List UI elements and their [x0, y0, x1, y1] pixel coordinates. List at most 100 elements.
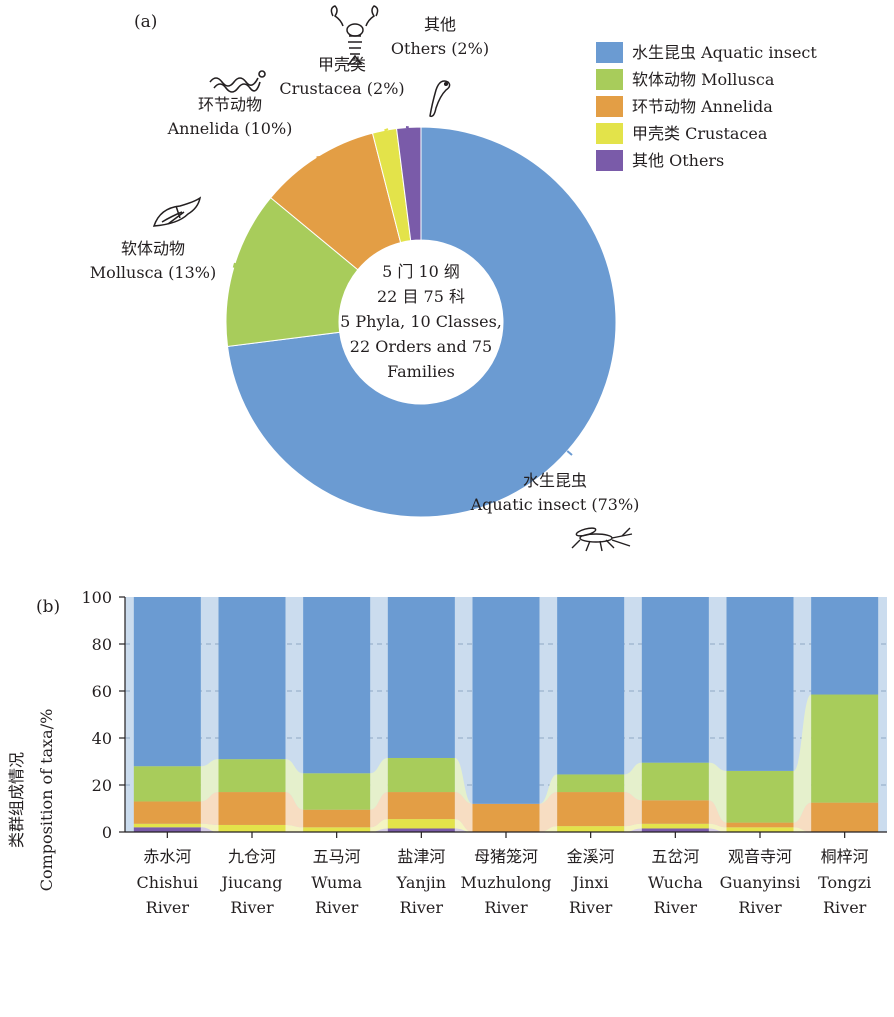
donut-slice-others	[396, 126, 422, 242]
x-tick-label-en: Wucha	[648, 873, 703, 892]
y-tick-label: 0	[102, 823, 112, 842]
center-text-line: 22 目 75 科	[377, 287, 465, 306]
legend-label: 甲壳类 Crustacea	[632, 124, 768, 143]
x-tick-label-en: River	[230, 898, 274, 917]
connector-band	[454, 757, 473, 804]
callout-label-zh: 水生昆虫	[523, 471, 587, 490]
x-tick-label-zh: 母猪笼河	[474, 847, 538, 866]
donut-slice-mollusca	[225, 196, 359, 347]
bar-segment-wuma	[303, 597, 371, 774]
x-tick-label-zh: 桐梓河	[821, 847, 869, 866]
center-text-line: Families	[387, 362, 455, 381]
x-tick-label-en: River	[823, 898, 867, 917]
y-tick-label: 100	[81, 588, 112, 607]
bar-segment-yanjin	[387, 792, 455, 820]
callout-label-en: Crustacea (2%)	[279, 79, 404, 98]
callout-line-aquatic-insect	[566, 450, 573, 456]
x-tick-label-en: Jinxi	[571, 873, 609, 892]
x-tick-label-en: Tongzi	[818, 873, 871, 892]
bar-segment-yanjin	[387, 597, 455, 758]
callout-label-zh: 环节动物	[198, 95, 262, 114]
bar-segment-wucha	[641, 762, 709, 801]
connector-band	[539, 774, 558, 804]
callout-label-zh: 软体动物	[121, 239, 185, 258]
bar-segment-jiucang	[218, 597, 286, 760]
y-axis-label-zh: 类群组成情况	[7, 752, 26, 848]
connector-band	[708, 823, 727, 832]
crayfish-icon	[330, 5, 379, 65]
legend-swatch	[596, 42, 623, 63]
connector-band	[370, 819, 388, 832]
x-tick-label-en: Muzhulong	[460, 873, 551, 892]
donut-slices	[225, 126, 617, 518]
center-text-line: 5 Phyla, 10 Classes,	[340, 312, 502, 331]
x-tick-label-en: Yanjin	[396, 873, 447, 892]
x-tick-label-en: River	[315, 898, 359, 917]
x-tick-label-en: Jiucang	[220, 873, 283, 892]
bar-segment-muzhulong	[472, 803, 540, 832]
bar-segment-wucha	[641, 823, 709, 829]
shell-icon	[152, 196, 202, 227]
legend-swatch	[596, 96, 623, 117]
x-tick-label-en: Guanyinsi	[720, 873, 801, 892]
bar-segment-guanyinsi	[726, 597, 794, 771]
x-tick-label-zh: 赤水河	[143, 847, 191, 866]
x-tick-label-en: River	[738, 898, 782, 917]
legend-label: 环节动物 Annelida	[632, 97, 773, 116]
bar-segment-wucha	[641, 597, 709, 763]
legend-label: 水生昆虫 Aquatic insect	[632, 43, 817, 62]
y-tick-label: 40	[92, 729, 112, 748]
legend-label: 其他 Others	[632, 151, 724, 170]
x-tick-label-zh: 五岔河	[651, 847, 699, 866]
bar-segment-jiucang	[218, 759, 286, 793]
x-tick-label-en: River	[484, 898, 528, 917]
bar-segment-jiucang	[218, 792, 286, 825]
donut-center-text: 5 门 10 纲 22 目 75 科 5 Phyla, 10 Classes, 22 …	[340, 262, 502, 381]
center-text-line: 5 门 10 纲	[382, 262, 460, 281]
connector-band	[708, 762, 727, 823]
bar-segment-guanyinsi	[726, 822, 794, 828]
connector-band	[793, 694, 812, 823]
x-tick-label-zh: 观音寺河	[728, 847, 792, 866]
callout-label-zh: 甲壳类	[318, 55, 366, 74]
mosquito-icon	[571, 527, 633, 552]
panel-a-label: (a)	[134, 12, 157, 32]
panel-b-stacked-bar-chart: (b) 类群组成情况 Composition of taxa/% 0 20 40 60…	[7, 588, 887, 917]
x-tick-label-en: River	[569, 898, 613, 917]
connector-band	[370, 757, 388, 810]
bar-segment-yanjin	[387, 819, 455, 829]
legend-label: 软体动物 Mollusca	[632, 70, 775, 89]
connector-band	[539, 792, 558, 832]
y-axis-label-en: Composition of taxa/%	[37, 709, 56, 892]
connector-band	[285, 759, 304, 810]
connector-band	[708, 800, 727, 828]
bar-segment-guanyinsi	[726, 827, 794, 832]
x-tick-label-zh: 九仓河	[228, 847, 276, 866]
bar-segment-yanjin	[387, 757, 455, 793]
connector-band	[200, 792, 219, 825]
bar-segment-wuma	[303, 827, 371, 832]
x-tick-label-en: River	[146, 898, 190, 917]
bar-segment-wuma	[303, 773, 371, 810]
bar-segment-wuma	[303, 809, 371, 828]
bar-segment-wucha	[641, 800, 709, 824]
bar-segment-chishui	[133, 801, 201, 824]
callout-line-crustacea	[384, 128, 389, 132]
bar-segment-chishui	[133, 766, 201, 802]
center-text-line: 22 Orders and 75	[350, 337, 492, 356]
x-tick-label-zh: 盐津河	[397, 847, 445, 866]
connector-band	[285, 824, 304, 832]
connector-band	[200, 759, 219, 802]
bar-segment-tongzi	[811, 802, 879, 832]
x-tick-label-en: Chishui	[137, 873, 199, 892]
bar-segment-wucha	[641, 828, 709, 832]
connector-band	[370, 792, 388, 828]
x-tick-label-en: Wuma	[311, 873, 362, 892]
connector-band	[454, 792, 473, 832]
leech-icon	[429, 80, 451, 118]
callout-label-en: Annelida (10%)	[167, 119, 293, 138]
bar-segment-jiucang	[218, 824, 286, 832]
bar-segment-tongzi	[811, 597, 879, 695]
legend-swatch	[596, 150, 623, 171]
